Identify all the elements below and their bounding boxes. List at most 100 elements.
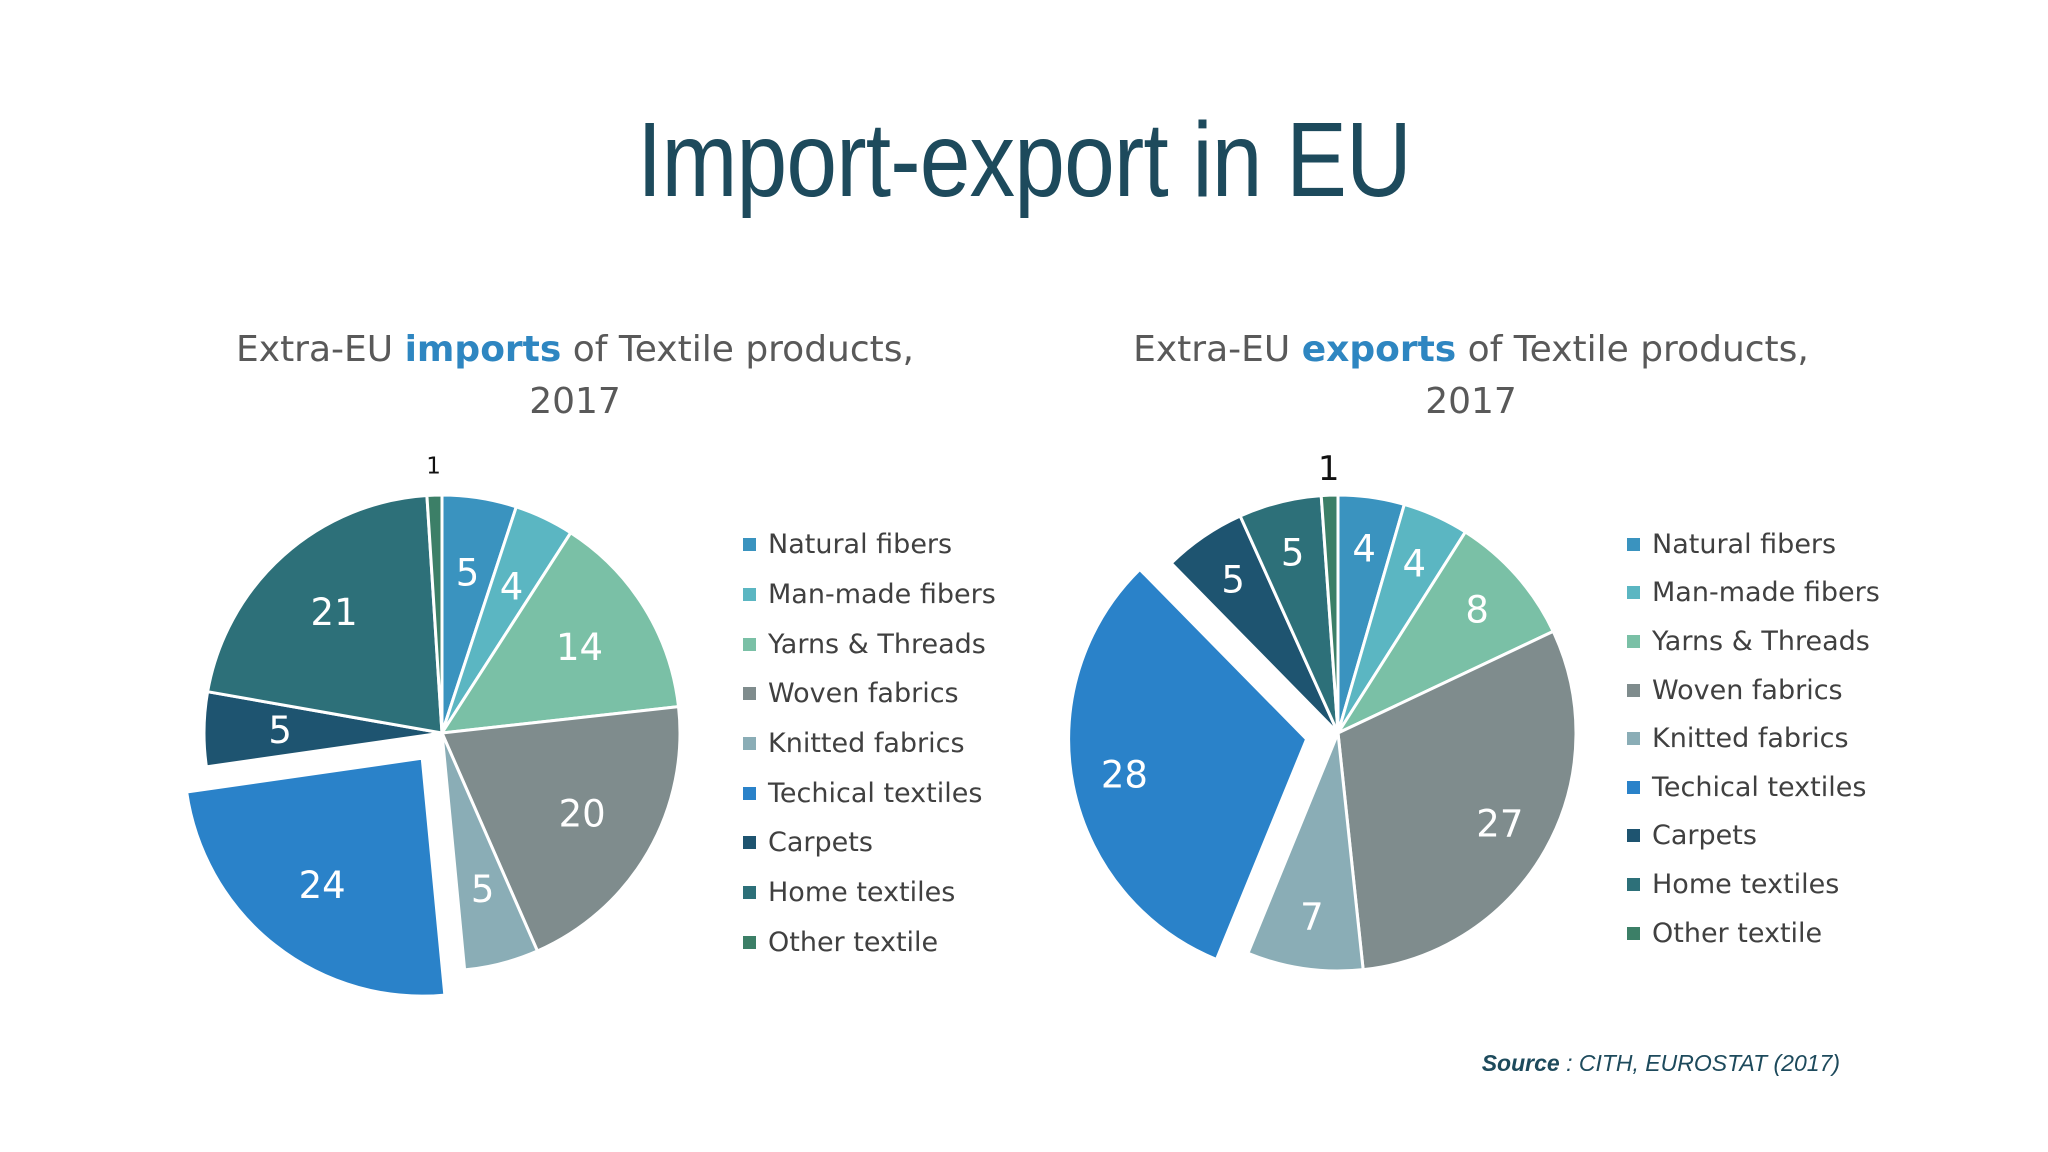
imports-legend-swatch <box>743 637 756 651</box>
exports-legend: Natural fibers Man-made fibers Yarns & Thr… <box>1627 520 1880 957</box>
imports-legend-label: Man-made fibers <box>768 579 996 611</box>
imports-data-label-carpets: 5 <box>268 709 292 752</box>
exports-title-prefix: Extra-EU <box>1133 329 1302 370</box>
imports-title-highlight: imports <box>404 329 562 370</box>
exports-legend-swatch <box>1627 586 1640 600</box>
exports-data-label-yarns-threads: 8 <box>1465 589 1489 632</box>
source-text: CITH, EUROSTAT (2017) <box>1578 1050 1840 1076</box>
imports-slice-home-textiles <box>206 493 444 735</box>
exports-slice-knitted-fabrics <box>1246 731 1365 973</box>
imports-legend-item-techical-textiles: Techical textiles <box>743 768 996 818</box>
source-label: Source <box>1481 1050 1560 1076</box>
exports-legend-swatch <box>1627 537 1640 551</box>
exports-legend-swatch <box>1627 780 1640 794</box>
exports-title-suffix: of Textile products, <box>1456 329 1809 370</box>
exports-legend-label: Natural fibers <box>1652 528 1837 560</box>
exports-legend-item-techical-textiles: Techical textiles <box>1627 763 1880 812</box>
imports-data-label-yarns-threads: 14 <box>556 626 603 669</box>
exports-title-year: 2017 <box>1425 381 1517 422</box>
imports-legend-label: Knitted fabrics <box>768 728 965 760</box>
imports-legend-swatch <box>743 588 756 602</box>
exports-data-label-man-made-fibers: 4 <box>1403 542 1427 585</box>
imports-legend-swatch <box>743 737 756 751</box>
exports-legend-item-knitted-fabrics: Knitted fabrics <box>1627 714 1880 763</box>
exports-data-label-techical-textiles: 28 <box>1101 753 1148 796</box>
imports-legend-label: Home textiles <box>768 877 956 909</box>
exports-legend-swatch <box>1627 829 1640 843</box>
exports-legend-item-home-textiles: Home textiles <box>1627 860 1880 909</box>
exports-legend-item-natural-fibers: Natural fibers <box>1627 520 1880 569</box>
imports-slice-knitted-fabrics <box>440 731 539 972</box>
exports-legend-item-other-textile: Other textile <box>1627 909 1880 958</box>
imports-legend-item-carpets: Carpets <box>743 818 996 868</box>
exports-chart-title: Extra-EU exports of Textile products, 20… <box>1121 324 1821 428</box>
exports-slice-techical-textiles <box>1067 567 1309 961</box>
imports-legend-item-knitted-fabrics: Knitted fabrics <box>743 719 996 769</box>
imports-legend-label: Yarns & Threads <box>768 628 986 660</box>
imports-legend-item-man-made-fibers: Man-made fibers <box>743 570 996 620</box>
imports-legend-label: Other textile <box>768 926 939 958</box>
imports-title-suffix: of Textile products, <box>561 329 914 370</box>
imports-data-label-man-made-fibers: 4 <box>500 565 524 608</box>
imports-title-year: 2017 <box>529 381 621 422</box>
imports-legend-label: Carpets <box>768 827 873 859</box>
exports-legend-swatch <box>1627 877 1640 891</box>
imports-slice-other-textile <box>425 493 444 735</box>
imports-legend-swatch <box>743 935 756 949</box>
exports-legend-swatch <box>1627 683 1640 697</box>
exports-data-label-home-textiles: 5 <box>1281 531 1305 574</box>
imports-data-label-knitted-fabrics: 5 <box>471 868 495 911</box>
imports-legend-swatch <box>743 886 756 900</box>
exports-legend-label: Carpets <box>1652 820 1757 852</box>
imports-legend: Natural fibers Man-made fibers Yarns & Thr… <box>743 520 996 967</box>
exports-slice-woven-fabrics <box>1336 629 1578 972</box>
exports-data-label-natural-fibers: 4 <box>1352 528 1376 571</box>
exports-data-label-other-textile: 1 <box>1318 449 1340 489</box>
imports-slice-yarns-threads <box>440 531 681 735</box>
imports-data-label-woven-fabrics: 20 <box>559 792 606 835</box>
imports-data-label-techical-textiles: 24 <box>299 864 346 907</box>
source-note: Source : CITH, EUROSTAT (2017) <box>1300 1050 1840 1077</box>
exports-legend-item-yarns-threads: Yarns & Threads <box>1627 617 1880 666</box>
exports-legend-swatch <box>1627 634 1640 648</box>
exports-data-label-carpets: 5 <box>1221 558 1245 601</box>
imports-data-label-natural-fibers: 5 <box>456 552 480 595</box>
imports-legend-swatch <box>743 836 756 850</box>
imports-legend-swatch <box>743 538 756 552</box>
exports-legend-label: Knitted fabrics <box>1652 723 1849 755</box>
imports-legend-item-woven-fabrics: Woven fabrics <box>743 669 996 719</box>
exports-legend-item-woven-fabrics: Woven fabrics <box>1627 666 1880 715</box>
slide-title: Import-export in EU <box>637 101 1412 219</box>
exports-data-label-knitted-fabrics: 7 <box>1300 895 1324 938</box>
imports-chart-title: Extra-EU imports of Textile products, 20… <box>225 324 925 428</box>
exports-legend-swatch <box>1627 926 1640 940</box>
imports-legend-item-natural-fibers: Natural fibers <box>743 520 996 570</box>
exports-title-highlight: exports <box>1301 329 1457 370</box>
exports-legend-label: Woven fabrics <box>1652 674 1843 706</box>
exports-legend-label: Other textile <box>1652 917 1823 949</box>
imports-legend-swatch <box>743 687 756 701</box>
imports-legend-label: Techical textiles <box>768 777 983 809</box>
imports-title-prefix: Extra-EU <box>236 329 405 370</box>
imports-slice-techical-textiles <box>185 756 447 998</box>
imports-legend-item-other-textile: Other textile <box>743 918 996 968</box>
imports-data-label-home-textiles: 21 <box>311 591 358 634</box>
exports-legend-label: Home textiles <box>1652 868 1840 900</box>
imports-data-label-other-textile: 1 <box>426 454 441 480</box>
exports-slice-other-textile <box>1319 493 1340 735</box>
imports-legend-item-yarns-threads: Yarns & Threads <box>743 619 996 669</box>
exports-legend-label: Yarns & Threads <box>1652 625 1870 657</box>
exports-legend-label: Man-made fibers <box>1652 577 1880 609</box>
exports-legend-label: Techical textiles <box>1652 771 1867 803</box>
imports-legend-swatch <box>743 786 756 800</box>
imports-slice-woven-fabrics <box>440 705 682 953</box>
exports-slice-yarns-threads <box>1336 530 1555 735</box>
imports-legend-item-home-textiles: Home textiles <box>743 868 996 918</box>
imports-legend-label: Natural fibers <box>768 529 953 561</box>
exports-legend-item-man-made-fibers: Man-made fibers <box>1627 569 1880 618</box>
exports-legend-item-carpets: Carpets <box>1627 812 1880 861</box>
imports-legend-label: Woven fabrics <box>768 678 959 710</box>
